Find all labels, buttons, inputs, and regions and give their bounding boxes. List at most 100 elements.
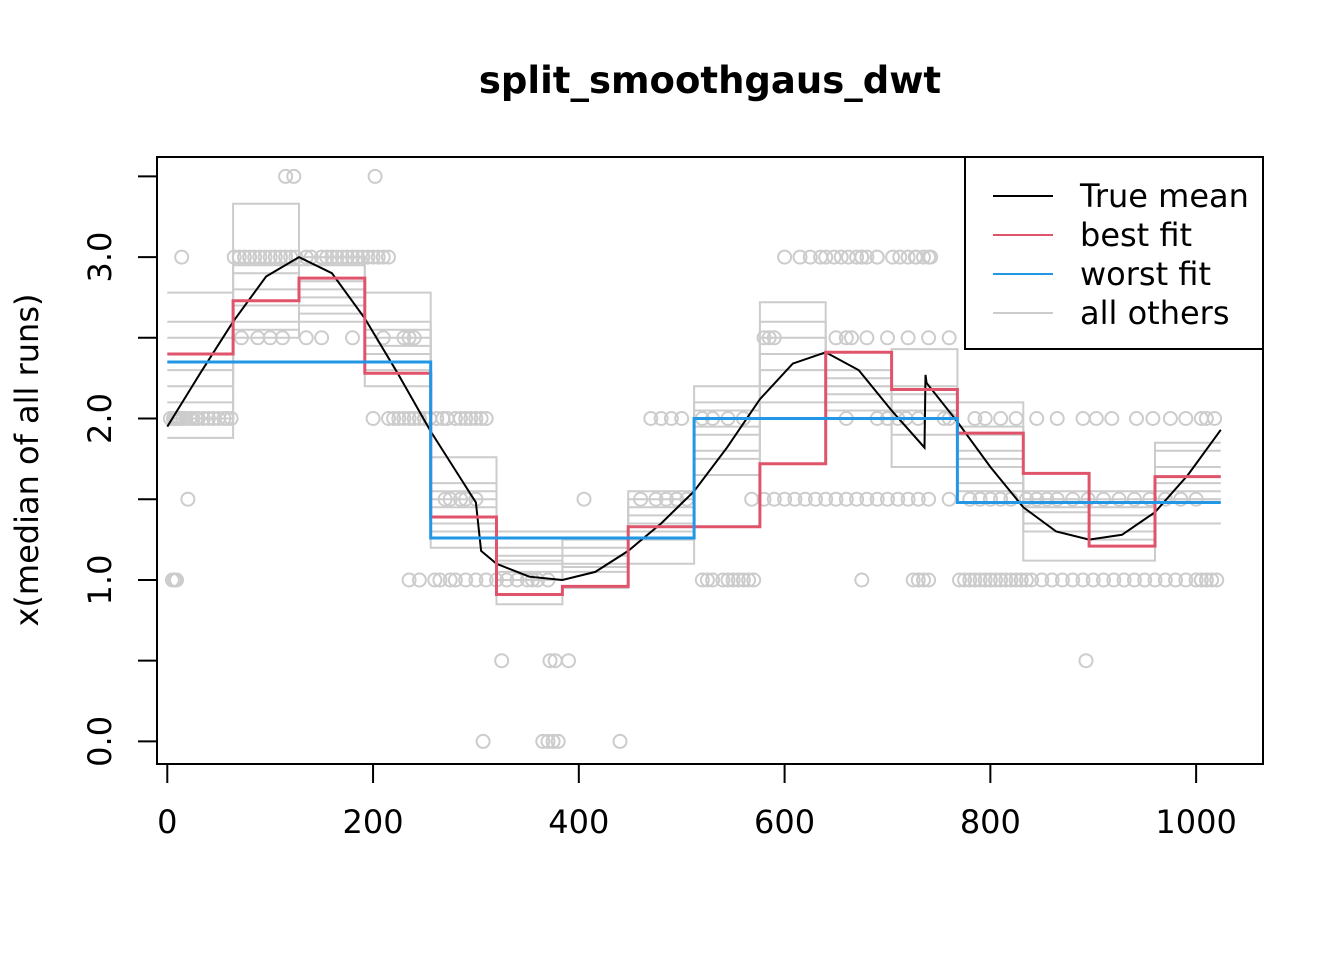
y-tick-label: 1.0 (81, 555, 119, 606)
data-point (458, 411, 474, 426)
data-point (735, 572, 751, 588)
data-point (907, 249, 923, 265)
chart-title: split_smoothgaus_dwt (479, 59, 941, 102)
data-point (859, 249, 875, 265)
data-point (1075, 572, 1091, 588)
data-point (286, 168, 302, 184)
data-point (1209, 572, 1225, 588)
data-point (1137, 572, 1153, 588)
data-point (916, 572, 931, 588)
data-point (468, 572, 484, 588)
data-point (1008, 411, 1024, 426)
data-point (1085, 572, 1101, 588)
data-point (375, 249, 391, 265)
data-point (226, 249, 242, 265)
data-point (859, 330, 875, 346)
data-point (982, 491, 998, 507)
data-point (1129, 411, 1144, 426)
data-point (921, 572, 937, 588)
x-tick-label: 800 (960, 803, 1021, 841)
data-point (550, 733, 566, 749)
data-point (1049, 411, 1065, 426)
data-point (314, 330, 330, 346)
data-point (1198, 411, 1214, 426)
data-point (1116, 572, 1132, 588)
data-point (262, 249, 278, 265)
data-point (869, 491, 885, 507)
data-point (900, 491, 916, 507)
data-point (478, 411, 494, 426)
data-point (808, 491, 823, 507)
data-point (854, 572, 870, 588)
data-point (1162, 411, 1178, 426)
data-point (1044, 572, 1060, 588)
data-point (381, 411, 396, 426)
data-point (730, 572, 746, 588)
data-point (401, 572, 417, 588)
data-point (1075, 411, 1091, 426)
data-point (458, 572, 474, 588)
x-axis: 0 200 400 600 800 1000 (157, 763, 1237, 841)
legend-label: best fit (1080, 216, 1192, 254)
data-point (1065, 572, 1081, 588)
data-point (818, 249, 834, 265)
data-point (427, 572, 443, 588)
data-point (174, 249, 190, 265)
data-point (972, 491, 988, 507)
data-point (442, 572, 458, 588)
y-tick-label: 0.0 (81, 716, 119, 767)
data-point (561, 653, 576, 669)
data-point (844, 330, 859, 346)
data-point (663, 411, 679, 426)
data-point (977, 411, 993, 426)
data-point (169, 572, 184, 588)
y-axis: 0.0 1.0 2.0 3.0 (81, 175, 158, 767)
data-point (699, 572, 715, 588)
data-point (473, 411, 489, 426)
data-point (890, 491, 906, 507)
x-tick-label: 0 (157, 803, 177, 841)
data-point (1104, 411, 1120, 426)
data-point (478, 572, 494, 588)
data-point (365, 249, 381, 265)
data-point (447, 572, 463, 588)
data-point (237, 249, 252, 265)
data-point (854, 249, 870, 265)
data-point (720, 572, 736, 588)
y-tick-label: 2.0 (81, 393, 119, 444)
data-point (1147, 572, 1163, 588)
worst-fit-line (167, 360, 1221, 540)
data-point (545, 733, 561, 749)
data-point (1029, 411, 1045, 426)
data-point (391, 411, 407, 426)
data-point (941, 330, 957, 346)
data-point (941, 491, 957, 507)
data-point (957, 572, 973, 588)
data-point (833, 249, 849, 265)
legend-label: worst fit (1080, 255, 1211, 293)
data-point (916, 249, 931, 265)
data-point (705, 572, 721, 588)
data-point (1198, 572, 1214, 588)
data-point (905, 572, 921, 588)
data-point (826, 249, 842, 265)
data-point (1054, 572, 1070, 588)
data-point (828, 330, 844, 346)
x-tick-label: 200 (343, 803, 404, 841)
data-point (267, 249, 283, 265)
data-point (257, 249, 273, 265)
x-tick-label: 400 (548, 803, 609, 841)
legend-box (964, 156, 1264, 350)
data-point (993, 491, 1009, 507)
data-point (247, 249, 263, 265)
data-point (1157, 572, 1173, 588)
data-point (1088, 411, 1104, 426)
data-point (406, 411, 422, 426)
data-point (869, 249, 885, 265)
data-point (741, 572, 757, 588)
data-point (802, 249, 818, 265)
data-point (475, 733, 491, 749)
x-tick-label: 600 (754, 803, 815, 841)
data-point (612, 733, 628, 749)
